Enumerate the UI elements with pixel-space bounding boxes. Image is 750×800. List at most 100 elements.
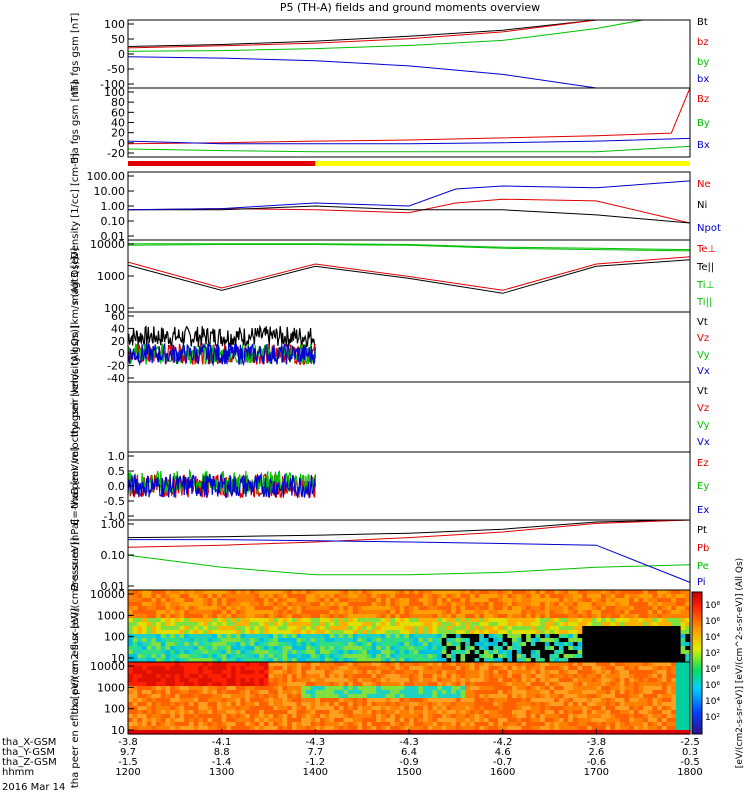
heat-cell (512, 662, 518, 667)
heat-cell (320, 682, 326, 687)
heat-cell (198, 614, 204, 619)
heat-cell (507, 674, 513, 679)
heat-cell (273, 682, 279, 687)
heat-cell (273, 678, 279, 683)
heat-cell (128, 614, 134, 619)
heat-cell (647, 618, 654, 623)
y-tick-label: 0.01 (101, 230, 126, 243)
heat-cell (170, 690, 176, 695)
heat-cell (352, 598, 359, 603)
heat-cell (334, 590, 340, 595)
heat-cell (661, 682, 668, 687)
heat-cell (268, 638, 274, 643)
heat-cell (409, 710, 415, 715)
heat-cell (521, 638, 527, 643)
heat-cell (418, 610, 424, 615)
heat-cell (661, 666, 668, 671)
heat-cell (512, 606, 518, 611)
heat-cell (507, 690, 513, 695)
heat-cell (661, 618, 668, 623)
panel-frame (127, 19, 691, 89)
heat-cell (460, 610, 466, 615)
heat-cell (469, 710, 476, 715)
heat-cell (657, 614, 663, 619)
heat-cell (160, 706, 167, 711)
heat-cell (633, 702, 640, 707)
heat-cell (507, 666, 513, 671)
heat-cell (624, 614, 630, 619)
heat-cell (366, 714, 373, 719)
heat-cell (305, 606, 312, 611)
heat-cell (647, 718, 654, 723)
heat-cell (362, 714, 368, 719)
heat-cell (282, 694, 288, 699)
y-tick-label: 100 (104, 302, 125, 315)
heat-cell (507, 638, 513, 643)
heat-cell (394, 662, 401, 667)
y-tick-label: -40 (107, 372, 125, 385)
heat-cell (497, 714, 504, 719)
heat-cell (671, 630, 677, 635)
heat-cell (465, 710, 471, 715)
heat-cell (184, 682, 190, 687)
heat-cell (348, 650, 354, 655)
heat-cell (624, 714, 630, 719)
heat-cell (240, 698, 246, 703)
heat-cell (526, 682, 532, 687)
heat-cell (633, 642, 640, 647)
heat-cell (301, 646, 307, 651)
heat-cell (657, 606, 663, 611)
heat-cell (601, 646, 607, 651)
heat-cell (610, 682, 616, 687)
heat-cell (249, 654, 256, 659)
heat-cell (483, 694, 490, 699)
heat-cell (282, 594, 288, 599)
heat-cell (174, 638, 181, 643)
heat-cell (128, 606, 134, 611)
heat-cell (568, 686, 574, 691)
heat-cell (193, 706, 199, 711)
heat-cell (296, 650, 302, 655)
heat-cell (324, 634, 330, 639)
heat-cell (455, 606, 462, 611)
heat-cell (423, 670, 429, 675)
heat-cell (310, 618, 316, 623)
heat-cell (404, 626, 410, 631)
heat-cell (483, 718, 490, 723)
heat-cell (352, 626, 359, 631)
heat-cell (530, 698, 537, 703)
heat-cell (216, 634, 223, 639)
heat-cell (455, 654, 462, 659)
heat-cell (282, 610, 288, 615)
heat-cell (413, 658, 419, 663)
heat-cell (549, 646, 555, 651)
heat-cell (675, 638, 682, 643)
heat-cell (198, 598, 204, 603)
heat-cell (418, 618, 424, 623)
heat-cell (586, 674, 593, 679)
heat-cell (671, 598, 677, 603)
heat-cell (170, 654, 176, 659)
heat-cell (521, 658, 527, 663)
heat-cell (128, 718, 134, 723)
heat-cell (521, 630, 527, 635)
heat-cell (376, 594, 382, 599)
heat-cell (605, 590, 611, 595)
heat-cell (437, 710, 443, 715)
heat-cell (685, 722, 691, 727)
heat-cell (488, 662, 494, 667)
heat-cell (221, 698, 227, 703)
heat-cell (497, 706, 504, 711)
heat-cell (296, 638, 302, 643)
heat-cell (568, 642, 574, 647)
heat-cell (610, 666, 616, 671)
heat-cell (198, 722, 204, 727)
heat-cell (137, 698, 143, 703)
heat-cell (399, 702, 405, 707)
heat-cell (320, 662, 326, 667)
heat-cell (301, 658, 307, 663)
heat-cell (404, 730, 410, 735)
heat-cell (263, 722, 270, 727)
heat-cell (394, 730, 401, 735)
